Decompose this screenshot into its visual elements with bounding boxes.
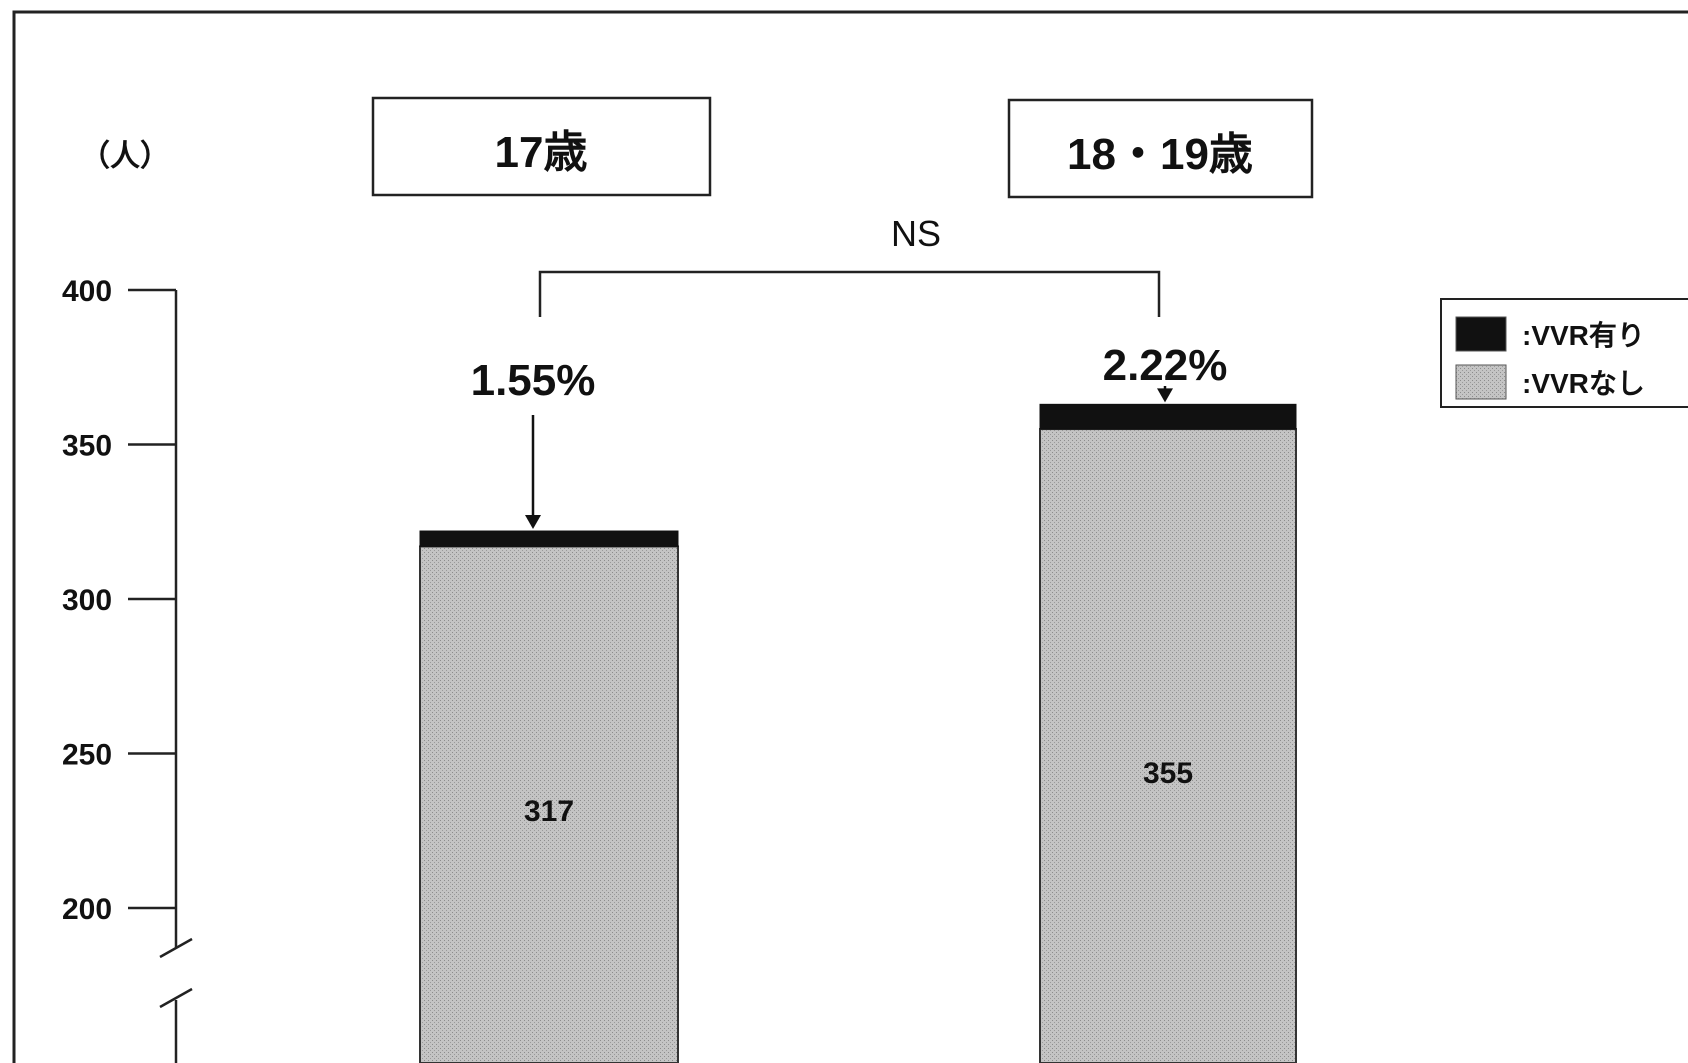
bar-segment-no-vvr (419, 545, 679, 1063)
legend-swatch (1455, 316, 1507, 352)
arrow-head (525, 515, 541, 530)
legend: :VVR有り :VVRなし (1440, 298, 1688, 408)
axis-break-mark (159, 937, 193, 959)
category-box (1007, 98, 1314, 199)
legend-label: :VVRなし (1522, 368, 1645, 399)
category-box (371, 96, 712, 197)
axis-break-mark (159, 987, 193, 1009)
y-tick-label: 250 (62, 739, 112, 772)
category-label: 17歳 (495, 128, 588, 177)
group-titles: 17歳 18・19歳 (371, 96, 1314, 199)
percent-label: 1.55% (471, 356, 596, 405)
bar-segment-no-vvr (1039, 428, 1297, 1063)
significance-bracket: NS (538, 213, 1161, 317)
y-tick-label: 200 (62, 893, 112, 926)
bar-segment-vvr (1039, 403, 1297, 430)
bracket-line (538, 270, 1161, 317)
significance-label: NS (891, 213, 941, 254)
arrow-head (1157, 388, 1173, 403)
y-tick-label: 350 (62, 430, 112, 463)
legend-swatch (1455, 364, 1507, 400)
chart-frame (12, 10, 1688, 1063)
y-tick-label: 400 (62, 275, 112, 308)
y-axis: 200 250 300 350 400 (62, 275, 193, 1063)
bar-value-label: 317 (524, 795, 574, 828)
bar-value-label: 355 (1143, 757, 1193, 790)
legend-label: :VVR有り (1522, 320, 1645, 351)
y-tick-label: 300 (62, 584, 112, 617)
category-label: 18・19歳 (1067, 130, 1253, 179)
percent-label: 2.22% (1103, 341, 1228, 390)
bars: 317 1.55% 355 2.22% (419, 341, 1297, 1063)
y-unit-label: （人） (80, 139, 170, 173)
bar-segment-vvr (419, 530, 679, 547)
